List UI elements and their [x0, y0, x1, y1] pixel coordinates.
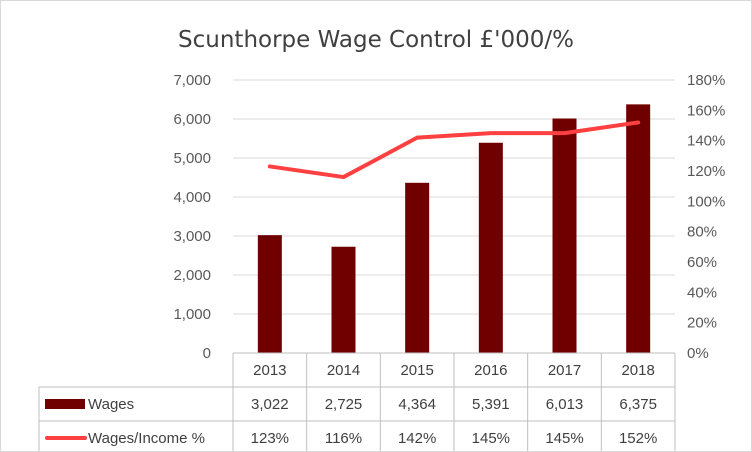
category-label: 2013	[253, 362, 286, 379]
right-axis-tick-label: 40%	[687, 284, 717, 301]
left-axis-tick-label: 5,000	[173, 150, 211, 167]
wages-value-label: 5,391	[472, 396, 510, 413]
data-table: 2013 2014 2015 2016 2017 2018 Wages 3,022 2,725 4…	[38, 352, 676, 451]
right-axis-tick-label: 120%	[687, 163, 725, 180]
wages-bar	[478, 142, 503, 353]
wages-income-value-label: 123%	[251, 430, 289, 447]
right-axis-tick-label: 60%	[687, 254, 717, 271]
right-axis-tick-label: 140%	[687, 133, 725, 150]
chart-title: Scunthorpe Wage Control £'000/%	[178, 27, 574, 53]
category-label: 2014	[327, 362, 360, 379]
left-axis-tick-label: 1,000	[173, 306, 211, 323]
left-axis-tick-label: 7,000	[173, 72, 211, 89]
wages-income-legend-label: Wages/Income %	[88, 430, 205, 447]
right-axis-tick-label: 160%	[687, 102, 725, 119]
wages-value-label: 2,725	[325, 396, 363, 413]
left-axis-tick-label: 2,000	[173, 267, 211, 284]
category-label: 2017	[548, 362, 581, 379]
left-axis-tick-label: 6,000	[173, 111, 211, 128]
wages-value-label: 3,022	[251, 396, 289, 413]
right-axis-ticks: 0% 20% 40% 60% 80% 100% 120% 140% 160% 180%	[687, 72, 725, 362]
wages-bar	[331, 246, 356, 353]
gridlines	[233, 79, 675, 315]
wages-income-value-label: 152%	[619, 430, 657, 447]
wages-income-line	[267, 120, 641, 180]
left-axis-ticks: 0 1,000 2,000 3,000 4,000 5,000 6,000 7,000	[173, 72, 211, 362]
wages-income-value-label: 142%	[398, 430, 436, 447]
wages-income-line-path	[267, 120, 641, 180]
wages-bar	[405, 182, 430, 353]
right-axis-tick-label: 80%	[687, 224, 717, 241]
wages-bar	[552, 118, 577, 353]
left-axis-tick-label: 3,000	[173, 228, 211, 245]
wages-legend-label: Wages	[88, 396, 134, 413]
category-label: 2016	[474, 362, 507, 379]
right-axis-tick-label: 100%	[687, 193, 725, 210]
left-axis-tick-label: 0	[203, 345, 211, 362]
wages-value-label: 6,013	[546, 396, 584, 413]
wages-income-value-label: 145%	[472, 430, 510, 447]
category-label: 2018	[621, 362, 654, 379]
wages-bar	[257, 235, 282, 353]
wages-legend-swatch	[45, 399, 85, 409]
wages-income-value-label: 116%	[325, 430, 362, 447]
wages-income-value-label: 145%	[545, 430, 583, 447]
wages-value-label: 6,375	[619, 396, 657, 413]
category-label: 2015	[400, 362, 433, 379]
wages-value-label: 4,364	[398, 396, 436, 413]
wages-bar	[626, 104, 651, 353]
right-axis-tick-label: 180%	[687, 72, 725, 89]
right-axis-tick-label: 20%	[687, 315, 717, 332]
right-axis-tick-label: 0%	[687, 345, 709, 362]
wages-bars	[257, 104, 651, 353]
left-axis-tick-label: 4,000	[173, 189, 211, 206]
